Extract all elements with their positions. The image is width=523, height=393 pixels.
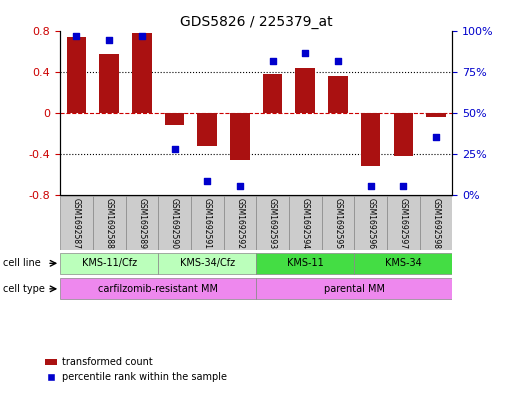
Point [105, 37, 113, 43]
Bar [224, 196, 256, 250]
Text: GSM1692589: GSM1692589 [138, 198, 146, 249]
Bar [198, 113, 217, 145]
Text: GSM1692588: GSM1692588 [105, 198, 113, 249]
Bar [126, 196, 158, 250]
Text: KMS-11: KMS-11 [287, 258, 324, 268]
Text: GSM1692591: GSM1692591 [203, 198, 212, 249]
Text: cell type: cell type [3, 284, 44, 294]
Bar [256, 253, 355, 274]
Bar [165, 113, 185, 125]
Point [367, 183, 375, 189]
Bar [426, 113, 446, 117]
Text: GSM1692592: GSM1692592 [235, 198, 244, 249]
Point [301, 50, 310, 56]
Point [138, 33, 146, 39]
Bar [256, 278, 452, 299]
Bar [60, 253, 158, 274]
Text: KMS-34: KMS-34 [385, 258, 422, 268]
Point [203, 178, 211, 185]
Text: GSM1692597: GSM1692597 [399, 198, 408, 249]
Bar [60, 196, 93, 250]
Point [399, 183, 407, 189]
Bar [328, 76, 348, 113]
Bar [256, 196, 289, 250]
Text: carfilzomib-resistant MM: carfilzomib-resistant MM [98, 284, 218, 294]
Bar [93, 196, 126, 250]
Bar [158, 253, 256, 274]
Text: GSM1692587: GSM1692587 [72, 198, 81, 249]
Bar [132, 33, 152, 113]
Point [236, 183, 244, 189]
Title: GDS5826 / 225379_at: GDS5826 / 225379_at [180, 15, 333, 29]
Text: GSM1692590: GSM1692590 [170, 198, 179, 249]
Bar [419, 196, 452, 250]
Bar [393, 113, 413, 156]
Text: GSM1692598: GSM1692598 [431, 198, 440, 249]
Bar [361, 113, 381, 166]
Bar [230, 113, 250, 160]
Bar [322, 196, 355, 250]
Bar [263, 74, 282, 113]
Text: parental MM: parental MM [324, 284, 385, 294]
Text: KMS-34/Cfz: KMS-34/Cfz [180, 258, 235, 268]
Bar [355, 253, 452, 274]
Point [72, 33, 81, 39]
Point [268, 58, 277, 64]
Point [432, 134, 440, 141]
Text: GSM1692593: GSM1692593 [268, 198, 277, 249]
Bar [60, 278, 256, 299]
Point [334, 58, 342, 64]
Bar [158, 196, 191, 250]
Legend: transformed count, percentile rank within the sample: transformed count, percentile rank withi… [41, 354, 231, 386]
Text: KMS-11/Cfz: KMS-11/Cfz [82, 258, 137, 268]
Bar [67, 37, 86, 113]
Text: cell line: cell line [3, 258, 40, 268]
Text: GSM1692595: GSM1692595 [334, 198, 343, 249]
Bar [295, 68, 315, 113]
Point [170, 146, 179, 152]
Text: GSM1692596: GSM1692596 [366, 198, 375, 249]
Bar [387, 196, 419, 250]
Bar [99, 54, 119, 113]
Text: GSM1692594: GSM1692594 [301, 198, 310, 249]
Bar [355, 196, 387, 250]
Bar [191, 196, 224, 250]
Bar [289, 196, 322, 250]
